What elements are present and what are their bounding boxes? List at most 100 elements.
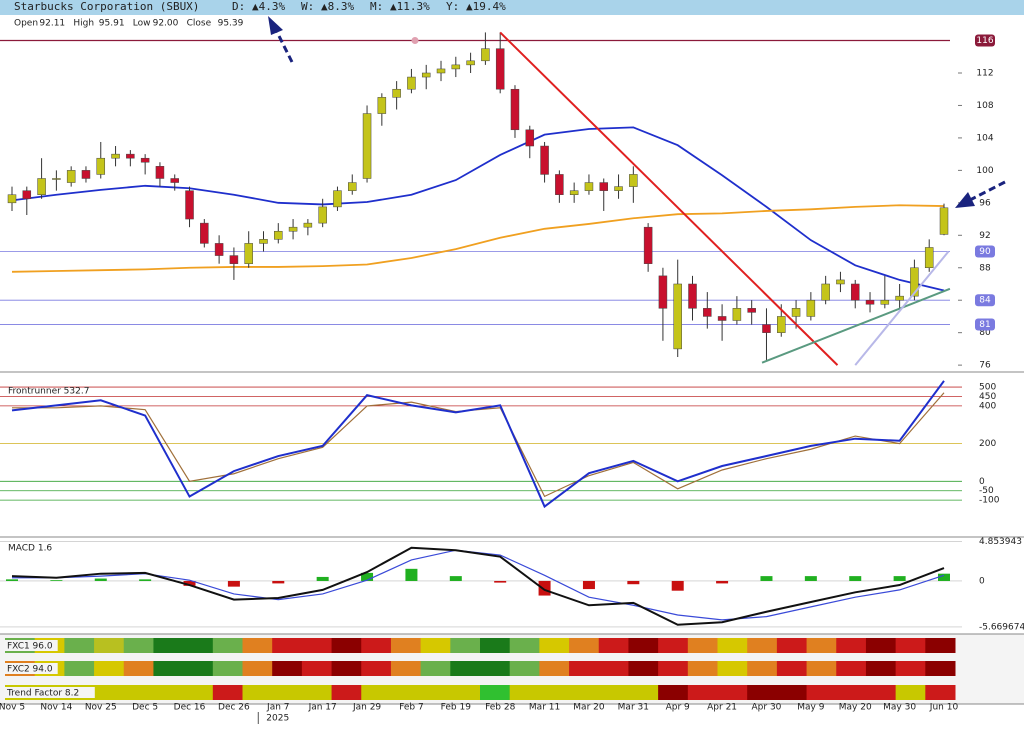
candle-body xyxy=(259,239,268,244)
candle-body xyxy=(703,308,712,317)
panel-title: Frontrunner 532.7 xyxy=(8,387,89,397)
heat-cell xyxy=(361,685,392,700)
x-tick-label: Dec 5 xyxy=(132,703,158,713)
heat-cell xyxy=(153,685,184,700)
heat-cell xyxy=(94,638,125,653)
candle-body xyxy=(185,190,194,220)
heat-cell xyxy=(717,661,748,676)
histogram-bar xyxy=(893,576,906,581)
y-tick-label: 0 xyxy=(979,477,985,487)
candle-body xyxy=(421,72,431,78)
y-tick-label: 108 xyxy=(976,101,993,111)
y-tick-label: -50 xyxy=(979,486,994,496)
level-label: 84 xyxy=(979,296,991,306)
candle-body xyxy=(836,279,845,285)
candle-body xyxy=(880,299,890,305)
ohlc-label: Low xyxy=(133,19,151,29)
histogram-bar xyxy=(804,576,817,581)
heat-cell xyxy=(717,685,748,700)
x-tick-label: Feb 19 xyxy=(441,703,472,713)
heat-cell xyxy=(806,638,837,653)
heat-cell xyxy=(123,638,154,653)
change-label: D: xyxy=(232,0,245,13)
trend-line xyxy=(761,287,951,364)
trend-line xyxy=(854,250,950,366)
heat-cell xyxy=(123,661,154,676)
y-tick-label: 76 xyxy=(979,361,991,371)
heat-cell xyxy=(272,661,303,676)
heat-cell xyxy=(569,685,600,700)
heat-cell xyxy=(331,685,362,700)
heat-cell xyxy=(242,685,273,700)
heat-cell xyxy=(658,638,689,653)
heat-cell xyxy=(450,661,481,676)
heat-cell xyxy=(836,661,867,676)
x-tick-label: Mar 20 xyxy=(573,703,605,713)
heat-cell xyxy=(272,685,303,700)
ohlc-value: 92.00 xyxy=(153,19,179,29)
ohlc-value: 95.39 xyxy=(218,19,244,29)
candle-body xyxy=(791,308,801,317)
candle-body xyxy=(126,153,135,159)
x-tick-label: Feb 7 xyxy=(399,703,424,713)
heat-cell xyxy=(569,638,600,653)
strip-label-bg xyxy=(4,640,58,651)
heat-cell xyxy=(836,685,867,700)
histogram-bar xyxy=(94,578,107,581)
x-tick-label: Dec 26 xyxy=(218,703,250,713)
arrow xyxy=(969,180,1006,202)
candle-body xyxy=(865,299,875,305)
candle-body xyxy=(214,243,224,256)
chart-title: Starbucks Corporation (SBUX) xyxy=(14,0,199,13)
candle-body xyxy=(140,157,150,163)
heat-cell xyxy=(509,685,540,700)
y-tick-label: 112 xyxy=(976,68,993,78)
x-tick-label: Apr 21 xyxy=(707,703,737,713)
change-value: ▲11.3% xyxy=(390,0,430,13)
change-value: ▲4.3% xyxy=(252,0,285,13)
heat-cell xyxy=(539,638,570,653)
candle-body xyxy=(732,308,742,321)
histogram-bar xyxy=(6,579,18,581)
heat-cell xyxy=(212,661,243,676)
x-tick-label: Nov 14 xyxy=(40,703,72,713)
heat-cell xyxy=(361,638,392,653)
heat-cell xyxy=(658,661,689,676)
panel-title: MACD 1.6 xyxy=(8,544,52,554)
histogram-bar xyxy=(671,580,684,591)
heat-cell xyxy=(420,685,451,700)
heat-cell xyxy=(687,685,718,700)
heat-cell xyxy=(480,638,511,653)
heat-cell xyxy=(450,638,481,653)
candle-body xyxy=(777,316,786,333)
heat-cell xyxy=(539,685,570,700)
heat-cell xyxy=(598,685,629,700)
heat-cell xyxy=(717,638,748,653)
y-tick-label: 0 xyxy=(979,576,985,586)
heat-cell xyxy=(747,661,778,676)
candle-body xyxy=(806,299,816,317)
candle-body xyxy=(569,190,579,195)
x-tick-label: Jan 17 xyxy=(308,703,337,713)
strip-label-bg xyxy=(4,663,58,674)
candle-body xyxy=(111,153,120,159)
heat-cell xyxy=(242,661,273,676)
level-label: 90 xyxy=(979,247,991,257)
x-tick-label: Mar 11 xyxy=(529,703,560,713)
candle-body xyxy=(7,194,17,204)
moving-average xyxy=(11,126,945,292)
heat-cell xyxy=(480,661,511,676)
y-tick-label: -5.669674 xyxy=(979,622,1024,632)
y-tick-label: 80 xyxy=(979,328,991,338)
trend-line xyxy=(499,31,839,366)
ohlc-label: Close xyxy=(187,19,212,29)
candle-body xyxy=(362,113,372,179)
arrow-head xyxy=(268,16,283,35)
heat-cell xyxy=(628,685,659,700)
candle-body xyxy=(762,324,771,333)
x-tick-label: Nov 5 xyxy=(0,703,25,713)
histogram-bar xyxy=(582,580,595,590)
histogram-bar xyxy=(849,576,862,581)
